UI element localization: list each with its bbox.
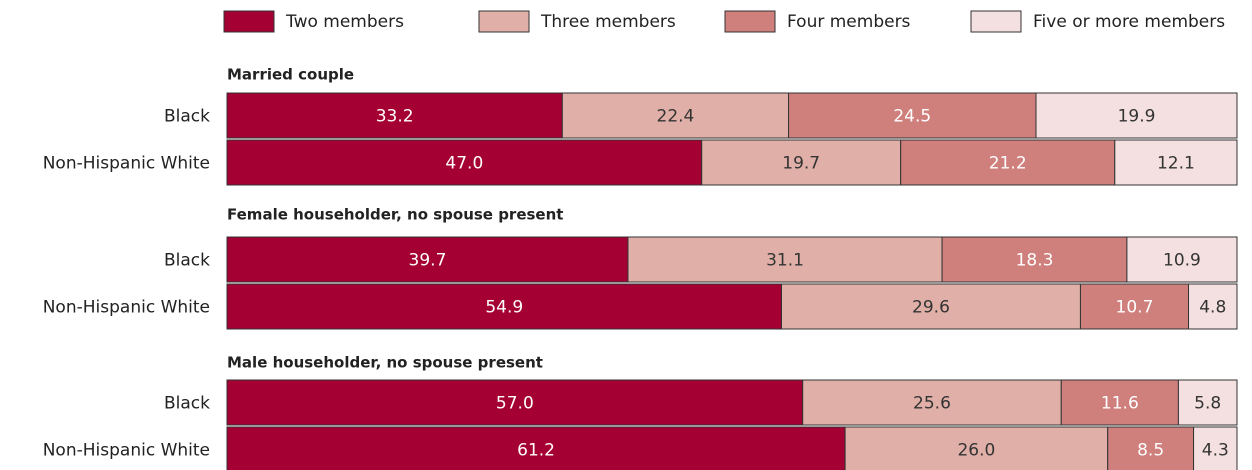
bar-segment	[844, 426, 1109, 470]
bar-segment	[900, 139, 1116, 186]
legend-label: Two members	[285, 12, 404, 32]
legend-label: Three members	[540, 12, 676, 32]
legend-swatch	[970, 10, 1022, 33]
value-label: 61.2	[517, 441, 555, 461]
value-label: 11.6	[1101, 394, 1139, 414]
bar-segment	[1114, 139, 1238, 186]
bar-segment	[802, 379, 1062, 426]
value-label: 8.5	[1137, 441, 1164, 461]
value-label: 54.9	[485, 298, 523, 318]
bar-segment	[226, 426, 846, 470]
value-label: 21.2	[989, 154, 1027, 174]
value-label: 57.0	[496, 394, 534, 414]
bar-segment	[226, 379, 804, 426]
row-label: Black	[164, 251, 210, 271]
row-label: Black	[164, 107, 210, 127]
value-label: 25.6	[913, 394, 951, 414]
value-label: 47.0	[445, 154, 483, 174]
value-label: 39.7	[409, 251, 447, 271]
value-label: 18.3	[1016, 251, 1054, 271]
value-label: 31.1	[766, 251, 804, 271]
value-label: 19.7	[782, 154, 820, 174]
bar-segment	[1177, 379, 1238, 426]
legend-swatch	[478, 10, 530, 33]
bar-segment	[788, 92, 1037, 139]
bar-segment	[1193, 426, 1238, 470]
bar-segment	[1060, 379, 1179, 426]
legend-swatch	[724, 10, 776, 33]
row-label: Non-Hispanic White	[43, 441, 210, 461]
bar-segment	[1126, 236, 1238, 283]
group-title: Male householder, no spouse present	[227, 354, 543, 372]
bar-segment	[226, 236, 629, 283]
value-label: 33.2	[376, 107, 414, 127]
bar-segment	[1188, 283, 1238, 330]
bar-segment	[226, 283, 782, 330]
bar-segment	[226, 139, 703, 186]
value-label: 10.7	[1116, 298, 1154, 318]
value-label: 29.6	[912, 298, 950, 318]
value-label: 19.9	[1118, 107, 1156, 127]
value-label: 10.9	[1163, 251, 1201, 271]
bar-segment	[561, 92, 790, 139]
row-label: Non-Hispanic White	[43, 298, 210, 318]
value-label: 4.8	[1199, 298, 1226, 318]
group-title: Female householder, no spouse present	[227, 206, 563, 224]
value-label: 4.3	[1202, 441, 1229, 461]
bar-segment	[1035, 92, 1238, 139]
row-label: Black	[164, 394, 210, 414]
value-label: 22.4	[657, 107, 695, 127]
group-title: Married couple	[227, 66, 354, 84]
legend-swatch	[223, 10, 275, 33]
value-label: 5.8	[1194, 394, 1221, 414]
row-label: Non-Hispanic White	[43, 154, 210, 174]
legend-label: Five or more members	[1033, 12, 1225, 32]
bar-segment	[701, 139, 902, 186]
value-label: 12.1	[1157, 154, 1195, 174]
bar-segment	[780, 283, 1081, 330]
legend-label: Four members	[787, 12, 911, 32]
bar-segment	[627, 236, 943, 283]
value-label: 24.5	[893, 107, 931, 127]
value-label: 26.0	[957, 441, 995, 461]
bar-segment	[226, 92, 563, 139]
